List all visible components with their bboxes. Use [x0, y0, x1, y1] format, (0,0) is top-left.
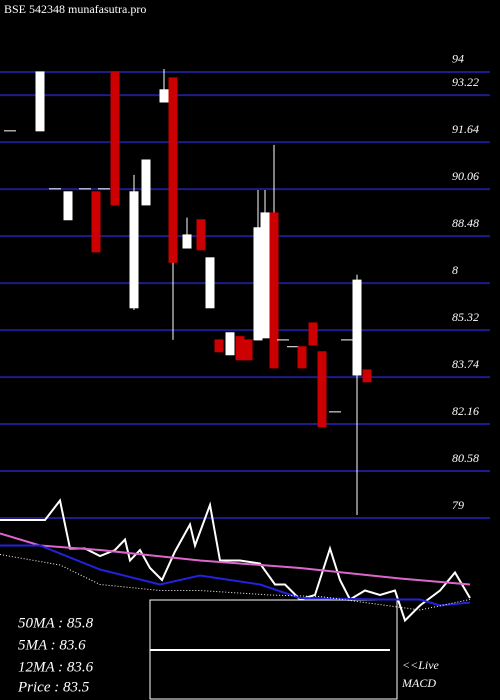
candle-body: [110, 71, 120, 206]
candle-body: [129, 191, 139, 309]
candle-body: [63, 191, 73, 221]
candle-body: [243, 339, 253, 361]
candle-body: [141, 159, 151, 206]
candle-body: [214, 339, 224, 353]
info-12ma: 12MA : 83.6: [18, 659, 94, 675]
candle-body: [269, 212, 279, 369]
y-tick-label: 90.06: [452, 169, 479, 183]
candle-body: [168, 77, 178, 263]
y-tick-label: 88.48: [452, 216, 479, 230]
info-price: Price : 83.5: [17, 679, 90, 695]
live-label: <<Live: [402, 658, 440, 672]
y-tick-label: 82.16: [452, 404, 479, 418]
y-tick-label: 8: [452, 263, 458, 277]
candle-body: [182, 234, 192, 249]
candle-body: [159, 89, 169, 103]
candle-body: [362, 369, 372, 383]
y-tick-label: 94: [452, 52, 464, 66]
candle-body: [91, 191, 101, 253]
info-50ma: 50MA : 85.8: [18, 615, 94, 631]
info-5ma: 5MA : 83.6: [18, 637, 86, 653]
y-tick-label: 83.74: [452, 357, 479, 371]
y-tick-label: 80.58: [452, 451, 479, 465]
candle-body: [308, 322, 318, 346]
y-tick-label: 91.64: [452, 122, 479, 136]
indicator-line: [0, 544, 471, 607]
candle-body: [196, 219, 206, 251]
candle-body: [297, 346, 307, 369]
y-tick-label: 79: [452, 498, 464, 512]
chart-title: BSE 542348 munafasutra.pro: [4, 2, 146, 16]
candle-body: [317, 351, 327, 428]
y-tick-label: 85.32: [452, 310, 479, 324]
macd-label: MACD: [401, 676, 436, 690]
candle-body: [352, 279, 362, 376]
indicator-line: [0, 498, 471, 623]
y-tick-label: 93.22: [452, 75, 479, 89]
candle-body: [35, 71, 45, 132]
candle-body: [260, 212, 270, 339]
indicator-line: [0, 554, 471, 611]
candle-body: [205, 257, 215, 309]
candle-body: [225, 332, 235, 356]
candle-body: [235, 336, 245, 361]
